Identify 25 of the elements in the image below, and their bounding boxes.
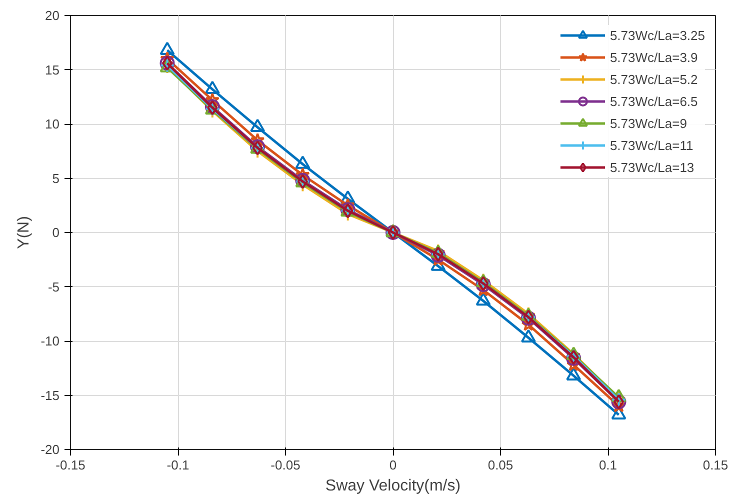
y-tick-label: -15 bbox=[40, 388, 60, 403]
x-axis-title: Sway Velocity(m/s) bbox=[325, 478, 461, 494]
x-tick-label: -0.1 bbox=[166, 458, 190, 472]
y-tick-label: 15 bbox=[45, 62, 60, 78]
x-tick-label: 0 bbox=[389, 458, 397, 472]
legend-label: 5.73Wc/La=13 bbox=[610, 160, 694, 174]
x-tick-label: 0.15 bbox=[702, 458, 728, 472]
legend-label: 5.73Wc/La=11 bbox=[610, 138, 694, 152]
y-tick-label: -5 bbox=[48, 279, 60, 294]
x-tick-label: -0.05 bbox=[270, 458, 300, 472]
y-tick-label: 10 bbox=[45, 116, 60, 132]
y-tick-label: 5 bbox=[52, 170, 60, 186]
y-axis-title: Y(N) bbox=[16, 216, 33, 249]
x-tick-label: 0.05 bbox=[488, 458, 514, 472]
x-tick-label: -0.15 bbox=[56, 458, 86, 472]
y-tick-label: -20 bbox=[40, 442, 60, 457]
y-tick-label: -10 bbox=[40, 334, 60, 348]
legend-label: 5.73Wc/La=5.2 bbox=[610, 72, 698, 86]
x-tick-label: 0.1 bbox=[598, 458, 618, 472]
legend-label: 5.73Wc/La=6.5 bbox=[610, 94, 698, 108]
legend-label: 5.73Wc/La=9 bbox=[610, 116, 687, 130]
legend-label: 5.73Wc/La=3.9 bbox=[610, 50, 698, 64]
y-tick-label: 20 bbox=[45, 8, 60, 23]
legend-label: 5.73Wc/La=3.25 bbox=[610, 28, 705, 42]
y-tick-label: 0 bbox=[52, 225, 60, 240]
